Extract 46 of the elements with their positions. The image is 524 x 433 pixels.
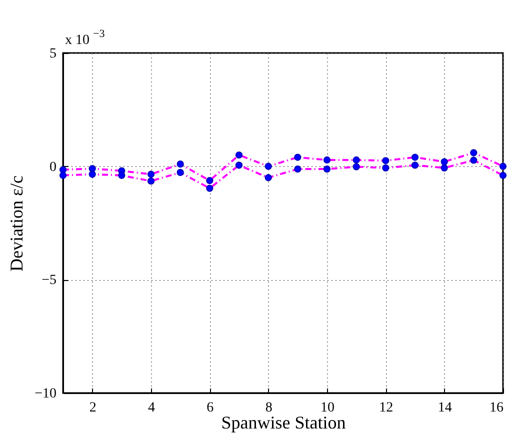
point (323, 156, 331, 164)
y-tick-label: −5 (42, 273, 56, 288)
y-tick-label: 0 (50, 160, 56, 175)
point (382, 164, 390, 172)
point (118, 172, 126, 179)
point (88, 165, 96, 172)
point (470, 156, 478, 164)
point (294, 166, 302, 173)
x-axis-title: Spanwise Station (221, 412, 346, 432)
point (264, 162, 272, 170)
x-tick-label: 10 (320, 400, 334, 416)
x-tick-label: 2 (89, 400, 96, 416)
point (59, 172, 67, 179)
y-tick-label: −10 (34, 386, 56, 402)
point (440, 158, 448, 166)
point (206, 184, 214, 192)
point (59, 166, 67, 174)
point (206, 177, 214, 184)
point (235, 151, 243, 159)
point (352, 163, 360, 170)
point (382, 157, 390, 164)
y-tick-label: 5 (50, 46, 56, 62)
point (411, 162, 419, 169)
x-tick-label: 4 (148, 400, 155, 416)
x-tick-label: 16 (490, 400, 504, 416)
point (411, 154, 419, 161)
x-tick-label: 6 (206, 400, 214, 416)
y-axis-title: Deviation ε/c (6, 175, 27, 272)
point (176, 160, 184, 168)
point (499, 172, 507, 179)
x-tick-label: 8 (265, 400, 272, 416)
point (147, 178, 155, 185)
point (499, 162, 507, 170)
text: x 10−3 (65, 28, 106, 48)
point (176, 168, 184, 176)
point (294, 154, 302, 161)
point (440, 164, 448, 172)
point (147, 170, 155, 178)
x-tick-label: 14 (438, 400, 452, 416)
point (470, 149, 478, 156)
point (88, 170, 96, 178)
point (264, 174, 272, 182)
point (323, 166, 331, 173)
x-tick-label: 12 (379, 400, 394, 416)
point (352, 156, 360, 164)
point (235, 162, 243, 169)
